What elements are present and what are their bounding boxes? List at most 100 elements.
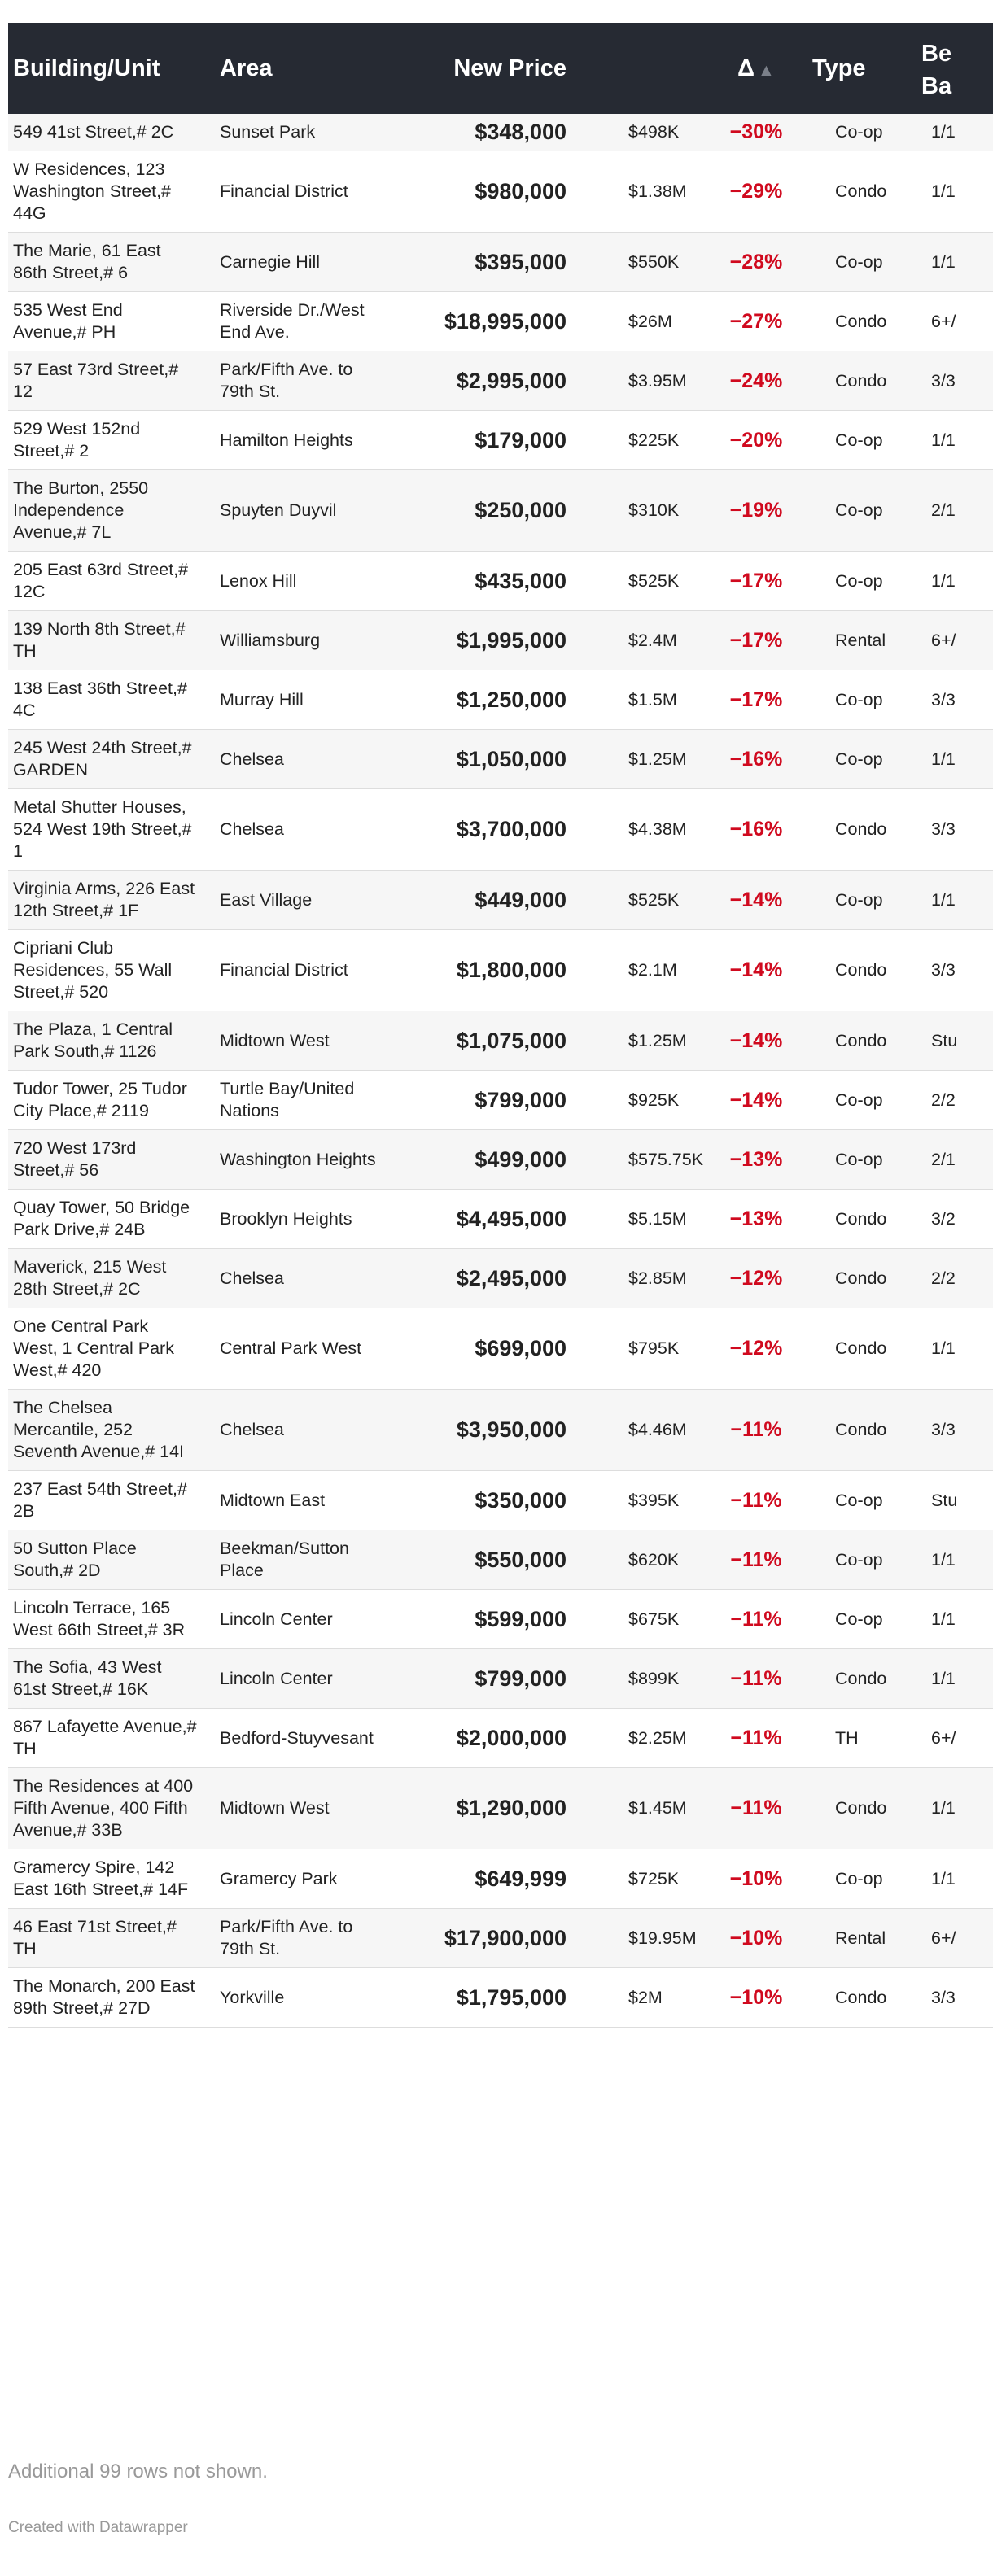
cell-type: Rental (835, 630, 886, 650)
cell-type: Condo (835, 311, 887, 331)
cell-new-price: $1,290,000 (456, 1796, 566, 1820)
cell-change: −24% (729, 369, 783, 392)
cell-change: −29% (729, 180, 783, 203)
cell-change: −19% (729, 499, 783, 522)
cell-old-price: $5.15M (628, 1208, 687, 1229)
cell-bed-bath: 6+/ (931, 311, 956, 331)
cell-new-price: $980,000 (475, 179, 566, 203)
cell-bed-bath: 3/3 (931, 819, 956, 839)
cell-new-price: $1,800,000 (456, 958, 566, 982)
cell-area: Financial District (220, 181, 348, 201)
header-area[interactable]: Area (220, 55, 273, 81)
cell-new-price: $4,495,000 (456, 1206, 566, 1231)
table-header: Building/Unit Area New Price Δ ▲ Type Be B… (8, 23, 993, 114)
cell-old-price: $925K (628, 1089, 680, 1110)
cell-new-price: $3,700,000 (456, 817, 566, 841)
cell-change: −14% (729, 958, 783, 981)
cell-old-price: $1.38M (628, 181, 687, 201)
table-row: Cipriani Club Residences, 55 Wall Street… (8, 929, 993, 1011)
cell-bed-bath: 1/1 (931, 122, 956, 142)
cell-bed-bath: 1/1 (931, 181, 956, 201)
cell-old-price: $2M (628, 1987, 663, 2007)
table-row: Maverick, 215 West 28th Street,# 2C Chels… (8, 1248, 993, 1308)
cell-type: Condo (835, 1668, 887, 1688)
cell-type: Condo (835, 1987, 887, 2007)
table-row: 50 Sutton Place South,# 2D Beekman/Sutton… (8, 1530, 993, 1590)
header-delta-label: Δ (737, 55, 755, 81)
cell-area: Chelsea (220, 1268, 284, 1288)
cell-old-price: $2.1M (628, 960, 677, 980)
cell-building: Tudor Tower, 25 Tudor City Place,# 2119 (13, 1079, 187, 1120)
cell-bed-bath: 6+/ (931, 1928, 956, 1948)
rows-not-shown-note: Additional 99 rows not shown. (8, 2460, 268, 2482)
cell-area: Turtle Bay/United Nations (220, 1079, 355, 1120)
cell-old-price: $19.95M (628, 1928, 697, 1948)
cell-building: 535 West End Avenue,# PH (13, 300, 123, 342)
cell-bed-bath: 1/1 (931, 1668, 956, 1688)
cell-building: 549 41st Street,# 2C (13, 122, 174, 142)
header-new-price[interactable]: New Price (453, 55, 566, 81)
header-type[interactable]: Type (812, 55, 866, 81)
cell-bed-bath: 2/2 (931, 1089, 956, 1110)
cell-new-price: $449,000 (475, 887, 566, 912)
cell-building: One Central Park West, 1 Central Park We… (13, 1316, 174, 1380)
header-old-price[interactable] (571, 23, 705, 114)
cell-type: Co-op (835, 1609, 883, 1629)
cell-building: 139 North 8th Street,# TH (13, 619, 186, 661)
cell-new-price: $435,000 (475, 568, 566, 593)
cell-type: Co-op (835, 889, 883, 910)
cell-new-price: $179,000 (475, 427, 566, 452)
cell-area: Midtown West (220, 1798, 330, 1818)
cell-area: Washington Heights (220, 1149, 376, 1169)
cell-area: Central Park West (220, 1338, 362, 1358)
cell-area: Beekman/Sutton Place (220, 1539, 349, 1580)
cell-building: Cipriani Club Residences, 55 Wall Street… (13, 938, 173, 1002)
table-row: Virginia Arms, 226 East 12th Street,# 1F… (8, 870, 993, 930)
cell-new-price: $2,495,000 (456, 1265, 566, 1290)
header-building[interactable]: Building/Unit (13, 55, 160, 81)
header-delta[interactable]: Δ ▲ (705, 23, 807, 114)
cell-building: Lincoln Terrace, 165 West 66th Street,# … (13, 1598, 186, 1639)
cell-new-price: $599,000 (475, 1606, 566, 1631)
cell-type: Condo (835, 1798, 887, 1818)
cell-area: Chelsea (220, 1420, 284, 1439)
cell-bed-bath: 3/3 (931, 960, 956, 980)
datawrapper-credit: Created with Datawrapper (8, 2519, 188, 2536)
cell-old-price: $26M (628, 311, 672, 331)
cell-change: −16% (729, 747, 783, 771)
cell-area: Williamsburg (220, 630, 321, 650)
cell-change: −17% (729, 628, 783, 652)
cell-new-price: $1,250,000 (456, 687, 566, 712)
cell-old-price: $1.5M (628, 689, 677, 709)
cell-building: 205 East 63rd Street,# 12C (13, 560, 189, 601)
cell-old-price: $2.25M (628, 1727, 687, 1748)
cell-building: Virginia Arms, 226 East 12th Street,# 1F (13, 879, 195, 920)
table-row: 46 East 71st Street,# TH Park/Fifth Ave. … (8, 1908, 993, 1968)
cell-new-price: $17,900,000 (444, 1925, 566, 1950)
cell-change: −11% (730, 1726, 782, 1749)
cell-area: Spuyten Duyvil (220, 500, 337, 520)
table-row: 237 East 54th Street,# 2B Midtown East $35… (8, 1470, 993, 1530)
header-bed-bath[interactable]: Be Ba (916, 23, 993, 114)
table-row: Tudor Tower, 25 Tudor City Place,# 2119 T… (8, 1070, 993, 1130)
cell-change: −11% (730, 1797, 782, 1819)
cell-change: −17% (729, 688, 783, 711)
price-cuts-table-container: Building/Unit Area New Price Δ ▲ Type Be B… (8, 23, 993, 2028)
cell-bed-bath: 1/1 (931, 1798, 956, 1818)
cell-building: The Burton, 2550 Independence Avenue,# 7… (13, 478, 149, 542)
cell-change: −14% (729, 888, 783, 911)
cell-type: Co-op (835, 251, 883, 272)
table-row: The Plaza, 1 Central Park South,# 1126 Mi… (8, 1011, 993, 1071)
cell-bed-bath: 1/1 (931, 251, 956, 272)
table-row: 245 West 24th Street,# GARDEN Chelsea $1,0… (8, 729, 993, 789)
cell-building: The Marie, 61 East 86th Street,# 6 (13, 241, 161, 282)
cell-change: −14% (729, 1028, 783, 1052)
table-row: Lincoln Terrace, 165 West 66th Street,# … (8, 1589, 993, 1649)
cell-bed-bath: 2/1 (931, 1149, 956, 1169)
cell-area: Midtown West (220, 1030, 330, 1050)
cell-area: Lincoln Center (220, 1668, 333, 1688)
cell-new-price: $395,000 (475, 249, 566, 274)
cell-bed-bath: 2/1 (931, 500, 956, 520)
cell-bed-bath: Stu (931, 1030, 958, 1050)
cell-building: 46 East 71st Street,# TH (13, 1917, 177, 1958)
